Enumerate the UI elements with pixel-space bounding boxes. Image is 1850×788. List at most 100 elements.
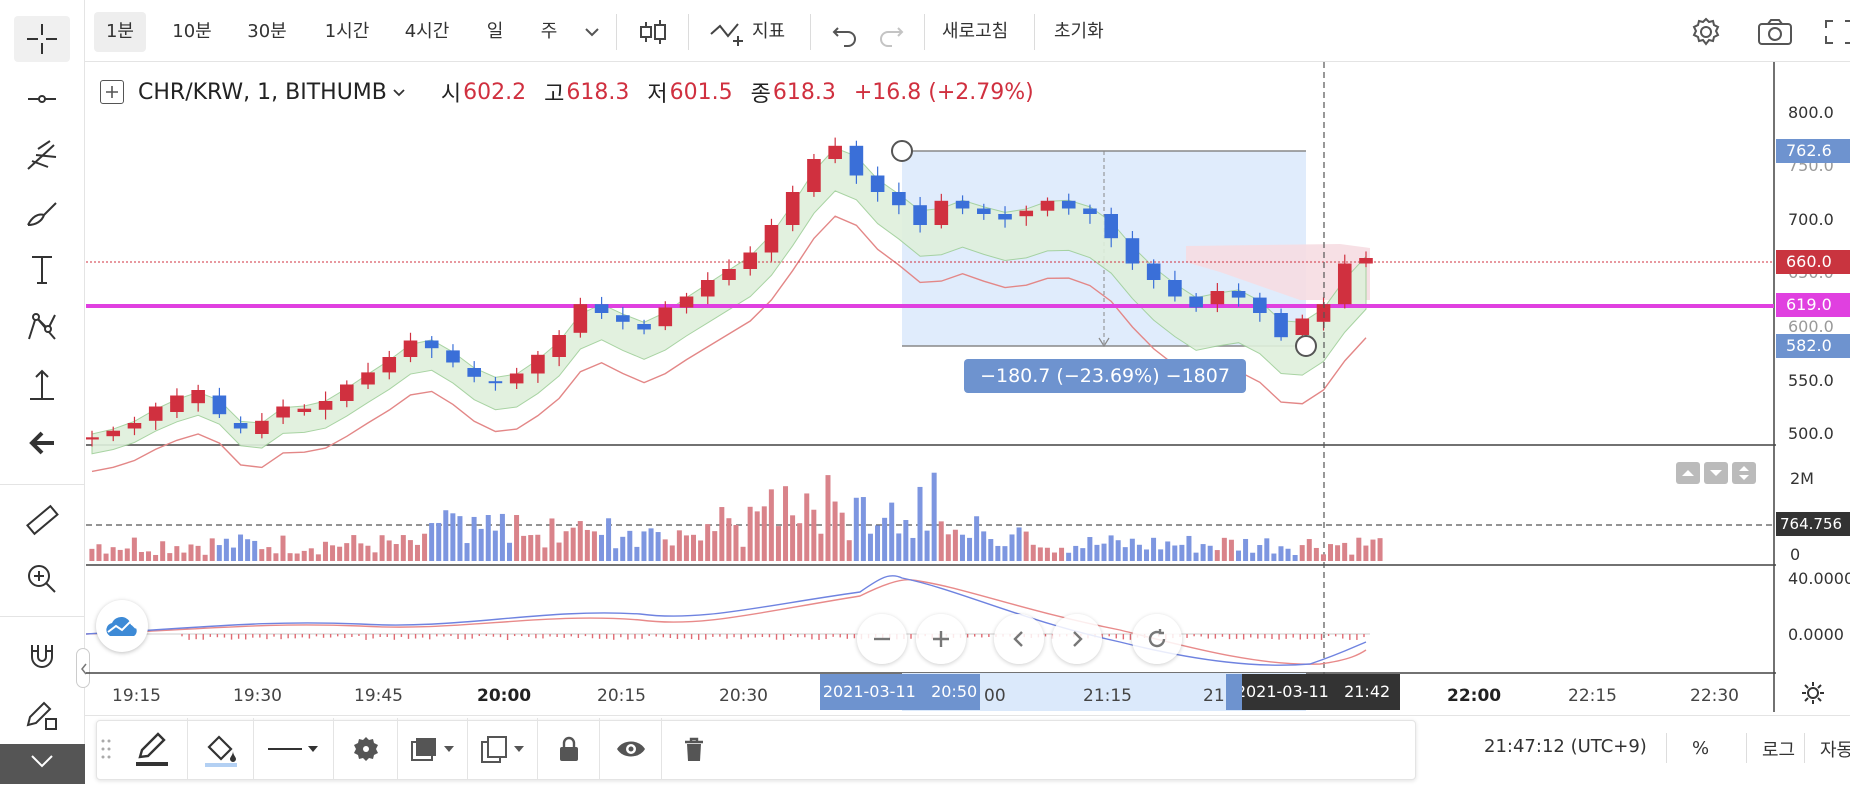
chart-type-button[interactable]	[636, 12, 670, 52]
volume-bar	[691, 534, 697, 561]
visibility-order-button[interactable]	[398, 718, 468, 780]
candle-body	[955, 200, 970, 209]
time-axis-settings-button[interactable]	[1800, 680, 1826, 710]
candle-body	[828, 145, 842, 159]
brush-icon	[27, 202, 57, 226]
macd-signal-line	[86, 579, 1367, 665]
candle-body	[255, 420, 269, 434]
redo-button[interactable]	[876, 12, 906, 52]
volume-bar	[1193, 552, 1199, 561]
plus-icon	[933, 631, 949, 647]
measure-start-handle[interactable]	[891, 140, 913, 162]
time-axis-label: 20:15	[597, 686, 646, 706]
indicators-button[interactable]: 지표	[708, 12, 794, 52]
timeframe-30m[interactable]: 30분	[247, 21, 287, 42]
collapse-tools-button[interactable]	[0, 744, 85, 784]
timeframe-dropdown-button[interactable]	[582, 12, 606, 52]
refresh-button[interactable]: 새로고침	[942, 21, 1009, 42]
brush-tool[interactable]	[14, 190, 70, 236]
delete-drawing-button[interactable]	[662, 718, 726, 780]
horizontal-line-tool[interactable]	[14, 76, 70, 122]
volume-bar	[372, 552, 378, 561]
volume-bar	[337, 546, 343, 561]
measure-tool[interactable]	[14, 362, 70, 408]
percent-scale-toggle[interactable]: %	[1692, 738, 1710, 759]
volume-bar	[478, 528, 484, 561]
volume-bar	[875, 525, 881, 561]
zoom-in-button[interactable]	[916, 614, 966, 664]
candle-body	[743, 252, 758, 269]
timeframe-1h[interactable]: 1시간	[324, 21, 370, 42]
pitchfork-tool[interactable]	[14, 132, 70, 178]
indicators-icon	[710, 23, 743, 46]
measure-end-handle[interactable]	[1295, 335, 1317, 357]
volume-bar	[591, 531, 597, 561]
line-color-button[interactable]	[116, 718, 188, 780]
pattern-tool[interactable]	[14, 304, 70, 350]
add-compare-icon[interactable]	[100, 80, 124, 104]
volume-bar	[995, 545, 1001, 561]
timeframe-1m[interactable]: 1분	[94, 12, 146, 52]
log-scale-toggle[interactable]: 로그	[1762, 740, 1796, 761]
timeframe-4h[interactable]: 4시간	[404, 21, 450, 42]
auto-scale-toggle[interactable]: 자동	[1820, 740, 1850, 761]
time-axis-label: 21	[1203, 686, 1225, 706]
fill-color-button[interactable]	[188, 718, 254, 780]
timeframe-day[interactable]: 일	[486, 21, 504, 42]
volume-bar	[1214, 550, 1220, 561]
volume-bar	[570, 527, 576, 561]
drawing-settings-button[interactable]	[334, 718, 398, 780]
volume-axis-zero: 0	[1790, 545, 1801, 564]
zoom-out-button[interactable]	[857, 614, 907, 664]
volume-bar	[889, 502, 895, 561]
scroll-left-button[interactable]	[994, 614, 1044, 664]
text-tool[interactable]	[14, 246, 70, 292]
volume-bar	[393, 544, 399, 561]
volume-ref-tag: 764.756	[1776, 512, 1850, 536]
line-style-icon	[267, 746, 318, 752]
volume-bar	[768, 489, 774, 561]
lock-drawings-tool[interactable]	[14, 692, 70, 738]
pane-maximize-button[interactable]	[1732, 462, 1756, 484]
candle-body	[679, 296, 694, 308]
pane-up-button[interactable]	[1676, 462, 1700, 484]
chevron-down-icon[interactable]	[391, 82, 407, 102]
timeframe-10m[interactable]: 10분	[172, 21, 212, 42]
crosshair-icon	[27, 24, 57, 54]
line-style-button[interactable]	[254, 718, 334, 780]
reset-button[interactable]: 초기화	[1054, 21, 1104, 42]
sidebar-toggle-handle[interactable]	[76, 648, 90, 688]
ruler-tool[interactable]	[14, 498, 70, 544]
candle-body	[1210, 291, 1225, 305]
volume-bar	[138, 551, 144, 561]
clone-button[interactable]	[468, 718, 538, 780]
drag-handle[interactable]	[100, 736, 112, 762]
crosshair-tool[interactable]	[14, 16, 70, 62]
volume-bar	[1356, 537, 1362, 561]
reset-view-button[interactable]	[1132, 614, 1182, 664]
lock-drawing-button[interactable]	[538, 718, 600, 780]
fullscreen-button[interactable]	[1822, 12, 1850, 52]
volume-bar	[1172, 545, 1178, 561]
timeframe-week[interactable]: 주	[540, 21, 558, 42]
pane-down-button[interactable]	[1704, 462, 1728, 484]
scroll-right-button[interactable]	[1052, 614, 1102, 664]
volume-bar	[499, 513, 505, 561]
current-price-tag: 660.0	[1776, 250, 1850, 274]
hide-tools-button[interactable]	[14, 420, 70, 466]
hide-drawing-button[interactable]	[600, 718, 662, 780]
volume-bar	[641, 531, 647, 561]
magnet-tool[interactable]	[14, 634, 70, 680]
candle-body	[700, 280, 715, 297]
zoom-tool[interactable]	[14, 556, 70, 602]
volume-bar	[322, 541, 328, 561]
volume-bar	[230, 547, 236, 561]
settings-button[interactable]	[1688, 12, 1724, 52]
volume-bar	[931, 472, 937, 561]
chevron-right-icon	[1073, 631, 1083, 647]
screenshot-button[interactable]	[1756, 12, 1794, 52]
symbol-title[interactable]: CHR/KRW, 1, BITHUMB	[138, 79, 387, 105]
undo-button[interactable]	[830, 12, 860, 52]
volume-bar	[436, 522, 442, 561]
candle-body	[1253, 297, 1267, 313]
